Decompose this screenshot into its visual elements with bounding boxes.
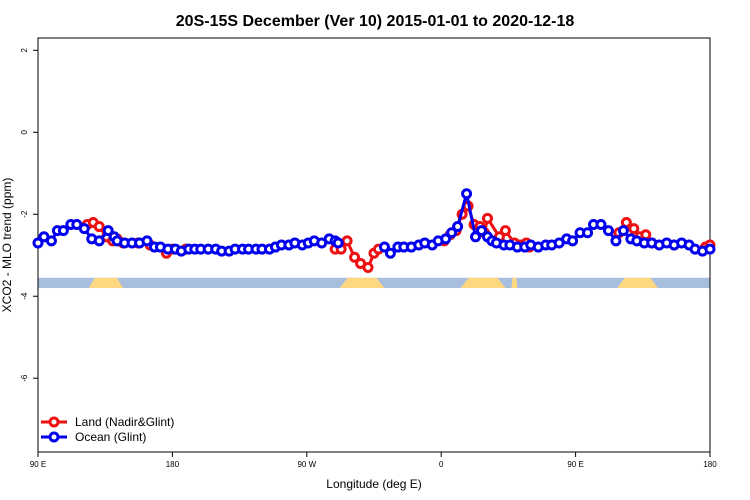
data-point (341, 235, 353, 247)
data-point (481, 212, 493, 224)
y-tick-label: -2 (20, 210, 29, 218)
data-point (704, 243, 716, 255)
data-point (57, 225, 69, 237)
data-point (102, 225, 114, 237)
series-line-segment (456, 193, 469, 227)
data-point (640, 229, 652, 241)
legend-item-ocean: Ocean (Glint) (41, 430, 146, 444)
legend-label-ocean: Ocean (Glint) (75, 430, 146, 444)
series-line-segment (465, 193, 478, 238)
data-point (446, 227, 458, 239)
series-ocean (32, 188, 716, 259)
data-point (349, 251, 361, 263)
surface-band-land (339, 277, 385, 289)
data-point (93, 221, 105, 233)
y-tick-label: 2 (20, 48, 29, 53)
data-point (617, 225, 629, 237)
legend-label-land: Land (Nadir&Glint) (75, 415, 174, 429)
legend-item-land: Land (Nadir&Glint) (41, 415, 174, 429)
x-axis-ticks: 90 E 180 90 W 0 90 E 180 (30, 452, 717, 469)
data-point (32, 237, 44, 249)
y-tick-label: -4 (20, 292, 29, 300)
x-tick-label: 90 E (30, 460, 46, 469)
chart-title: 20S-15S December (Ver 10) 2015-01-01 to … (176, 13, 575, 30)
surface-band (38, 277, 710, 289)
y-tick-label: 0 (20, 130, 29, 135)
x-tick-label: 180 (166, 460, 180, 469)
x-tick-label: 90 E (567, 460, 583, 469)
x-axis-label: Longitude (deg E) (326, 477, 421, 491)
series-group (32, 188, 716, 274)
surface-band-land (460, 277, 506, 289)
data-point (595, 219, 607, 231)
y-axis-ticks: 2 0 -2 -4 -6 (20, 48, 38, 382)
data-point (582, 227, 594, 239)
legend-marker-ocean (48, 431, 60, 443)
data-point (602, 225, 614, 237)
data-point (461, 188, 473, 200)
x-tick-label: 90 W (297, 460, 316, 469)
data-point (440, 233, 452, 245)
data-point (45, 235, 57, 247)
data-point (378, 241, 390, 253)
data-point (384, 247, 396, 259)
x-tick-label: 0 (439, 460, 444, 469)
y-tick-label: -6 (20, 374, 29, 382)
x-tick-label: 180 (703, 460, 717, 469)
data-point (78, 223, 90, 235)
data-point (610, 235, 622, 247)
data-point (452, 221, 464, 233)
data-point (499, 225, 511, 237)
surface-band-land (617, 277, 658, 289)
data-point (628, 223, 640, 235)
legend-marker-land (48, 416, 60, 428)
legend: Land (Nadir&Glint) Ocean (Glint) (41, 415, 174, 444)
data-point (567, 235, 579, 247)
y-axis-label: XCO2 - MLO trend (ppm) (0, 178, 14, 313)
data-point (476, 225, 488, 237)
data-point (141, 235, 153, 247)
data-point (470, 231, 482, 243)
data-point (93, 235, 105, 247)
data-point (332, 237, 344, 249)
surface-band-land (88, 277, 124, 289)
surface-band-land (511, 277, 518, 289)
data-point (362, 262, 374, 274)
